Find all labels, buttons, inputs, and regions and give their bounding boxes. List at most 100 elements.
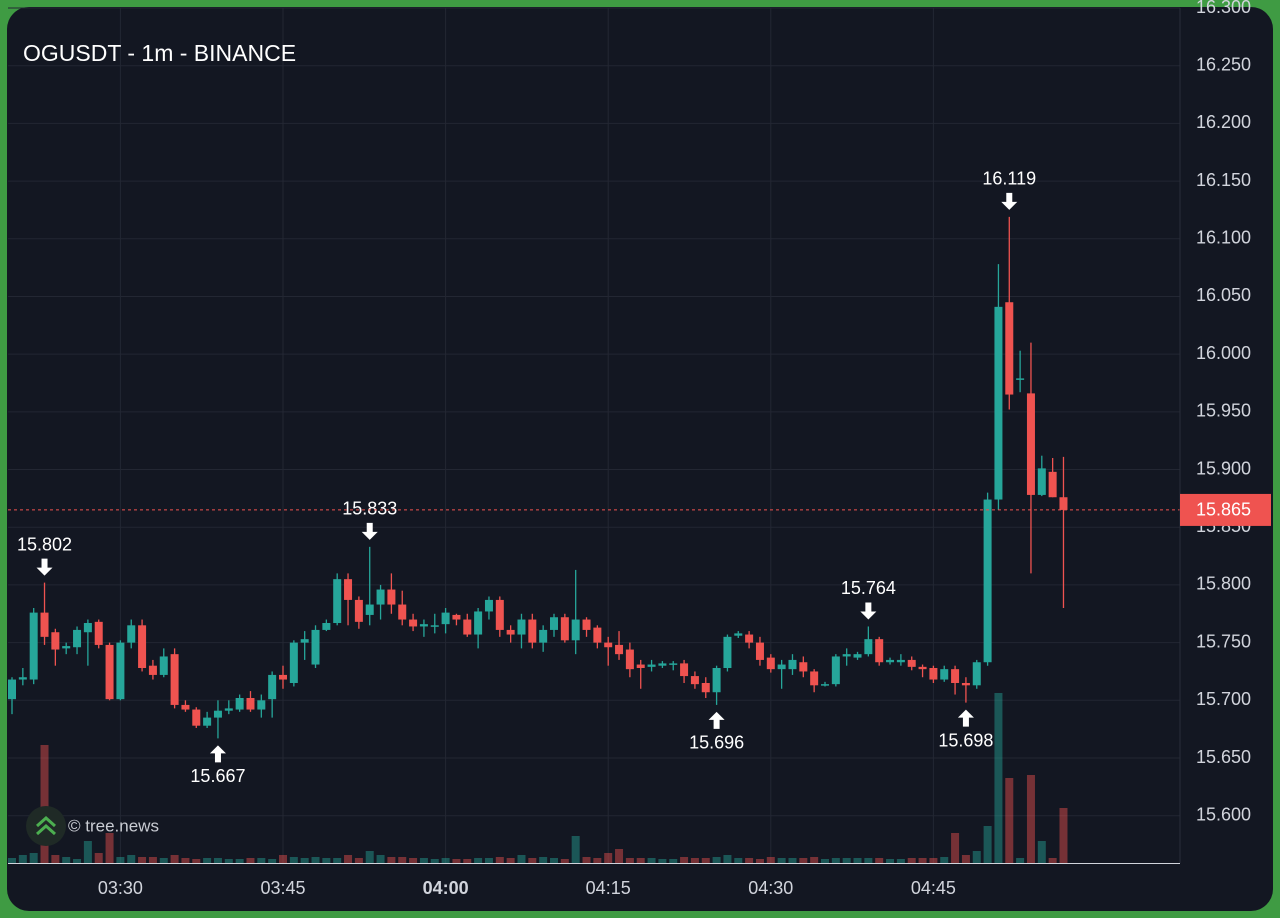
volume-bar bbox=[268, 859, 277, 863]
y-tick-label: 15.950 bbox=[1196, 401, 1251, 421]
candle-body bbox=[615, 644, 624, 655]
volume-bar bbox=[484, 858, 493, 863]
volume-bar bbox=[8, 858, 16, 863]
candle-body bbox=[766, 657, 775, 670]
volume-bar bbox=[430, 859, 439, 863]
candle-body bbox=[983, 499, 992, 663]
volume-bar bbox=[972, 851, 981, 863]
candle-body bbox=[94, 621, 103, 645]
x-tick-label: 04:45 bbox=[911, 878, 956, 898]
candle-body bbox=[528, 619, 537, 643]
volume-bar bbox=[29, 853, 38, 863]
annotation-arrow bbox=[36, 558, 53, 576]
volume-bar bbox=[821, 859, 829, 863]
candle-body bbox=[723, 636, 732, 668]
volume-bar bbox=[127, 855, 136, 863]
candle-body bbox=[268, 674, 277, 700]
volume-bar bbox=[755, 859, 764, 863]
candle-body bbox=[322, 623, 331, 630]
candle-body bbox=[105, 644, 114, 700]
candle-body bbox=[40, 612, 49, 637]
candle-body bbox=[929, 668, 938, 680]
volume-bar bbox=[961, 855, 970, 863]
volume-bar bbox=[528, 858, 537, 863]
candle-body bbox=[777, 664, 786, 670]
annotation-arrow bbox=[957, 709, 974, 727]
y-tick-label: 15.900 bbox=[1196, 458, 1251, 478]
volume-bar bbox=[593, 858, 602, 863]
volume-bar bbox=[94, 853, 103, 863]
candle-body bbox=[680, 663, 689, 677]
candle-body bbox=[419, 624, 428, 627]
chart-panel bbox=[7, 7, 1273, 911]
candle-body bbox=[398, 604, 407, 620]
y-tick-label: 16.250 bbox=[1196, 54, 1251, 74]
volume-bar bbox=[918, 858, 927, 863]
volume-bar bbox=[192, 859, 201, 863]
volume-bar bbox=[300, 858, 309, 863]
volume-bar bbox=[40, 745, 49, 863]
candle-body bbox=[853, 654, 862, 658]
volume-bar bbox=[213, 858, 222, 863]
volume-bar bbox=[680, 857, 689, 863]
y-tick-label: 16.000 bbox=[1196, 343, 1251, 363]
volume-bar bbox=[506, 858, 515, 863]
volume-bar bbox=[983, 826, 992, 863]
volume-bar bbox=[604, 853, 613, 863]
y-tick-label: 16.300 bbox=[1196, 0, 1251, 17]
volume-bar bbox=[354, 858, 363, 863]
volume-bar bbox=[636, 858, 645, 863]
candle-body bbox=[755, 642, 764, 660]
y-tick-label: 15.600 bbox=[1196, 804, 1251, 824]
y-tick-label: 16.200 bbox=[1196, 112, 1251, 132]
volume-bar bbox=[322, 858, 331, 863]
last-price-box bbox=[1180, 493, 1271, 526]
candle-body bbox=[831, 656, 840, 685]
volume-bar bbox=[560, 859, 569, 863]
volume-bar bbox=[159, 858, 168, 863]
candle-body bbox=[1037, 468, 1046, 495]
candle-body bbox=[951, 669, 960, 683]
annotation-layer: 15.802 15.667 15.833 15.696 15.764 15.698 16.1… bbox=[8, 169, 1180, 786]
candle-body bbox=[8, 679, 16, 700]
x-tick-label: 04:30 bbox=[748, 878, 793, 898]
candle-body bbox=[257, 700, 266, 710]
volume-bar bbox=[409, 858, 418, 863]
candle-body bbox=[506, 629, 515, 635]
volume-bar bbox=[1016, 858, 1025, 863]
candle-body bbox=[344, 579, 353, 600]
volume-bar bbox=[279, 855, 287, 863]
candle-body bbox=[311, 629, 320, 665]
volume-bar bbox=[766, 857, 775, 863]
volume-bar bbox=[745, 858, 754, 863]
x-tick-label: 04:00 bbox=[423, 878, 469, 898]
candle-body bbox=[896, 659, 905, 663]
candle-body bbox=[203, 717, 212, 726]
volume-bar bbox=[365, 851, 374, 863]
candle-body bbox=[539, 629, 548, 643]
candle-body bbox=[1005, 302, 1014, 395]
candle-body bbox=[18, 677, 27, 680]
volume-bar bbox=[875, 858, 884, 863]
volume-bar bbox=[62, 857, 71, 863]
volume-bar bbox=[105, 833, 114, 863]
volume-bar bbox=[734, 858, 743, 863]
volume-bar bbox=[116, 857, 125, 863]
annotation-label: 15.696 bbox=[689, 733, 744, 753]
volume-bar bbox=[669, 859, 678, 863]
candle-body bbox=[224, 708, 233, 711]
candle-body bbox=[127, 625, 136, 643]
volume-bar bbox=[1059, 808, 1068, 863]
volume-bar bbox=[951, 833, 960, 863]
volume-bar bbox=[842, 858, 851, 863]
volume-bar bbox=[810, 857, 819, 863]
volume-bar bbox=[550, 858, 558, 863]
volume-bar bbox=[831, 858, 840, 863]
candle-body bbox=[734, 633, 743, 636]
candle-body bbox=[842, 654, 851, 657]
volume-bar bbox=[1026, 775, 1035, 863]
candle-body bbox=[799, 662, 808, 672]
candle-body bbox=[560, 617, 569, 641]
y-tick-label: 16.100 bbox=[1196, 228, 1251, 248]
